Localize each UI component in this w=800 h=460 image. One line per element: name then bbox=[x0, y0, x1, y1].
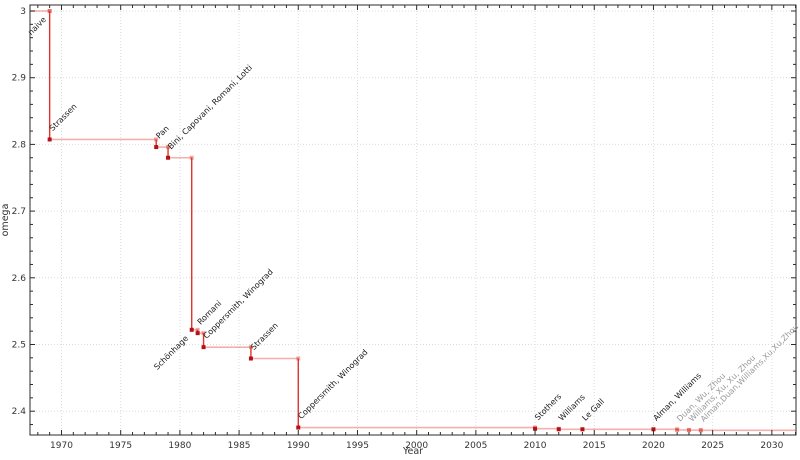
y-tick-label: 2.7 bbox=[12, 207, 26, 217]
y-tick-label: 2.4 bbox=[12, 407, 27, 417]
x-tick-label: 1995 bbox=[346, 441, 369, 451]
data-point-marker bbox=[248, 356, 253, 361]
y-tick-label: 2.8 bbox=[12, 140, 27, 150]
data-point-marker bbox=[201, 345, 206, 350]
x-tick-label: 2020 bbox=[642, 441, 665, 451]
data-point-marker bbox=[47, 137, 52, 142]
data-point-marker bbox=[675, 427, 680, 432]
plot-spines bbox=[29, 4, 797, 436]
data-point-marker bbox=[296, 425, 301, 430]
data-point-marker bbox=[533, 426, 538, 431]
x-tick-label: 1985 bbox=[228, 441, 251, 451]
data-point-marker bbox=[556, 427, 561, 432]
x-tick-label: 2000 bbox=[405, 441, 428, 451]
y-axis-title: omega bbox=[0, 204, 11, 237]
data-point-markers bbox=[47, 9, 703, 433]
data-point-marker bbox=[698, 428, 703, 433]
y-tick-label: 3 bbox=[20, 7, 26, 17]
data-point-marker bbox=[686, 428, 691, 433]
data-point-marker bbox=[154, 145, 159, 150]
x-tick-label: 2010 bbox=[524, 441, 547, 451]
x-tick-label: 1975 bbox=[109, 441, 132, 451]
data-point-marker bbox=[651, 427, 656, 432]
x-tick-label: 2025 bbox=[701, 441, 724, 451]
y-tick-label: 2.5 bbox=[12, 340, 26, 350]
tick-labels: 1970 1975 1980 1985 1990 1995 2000 2005 2010 2015… bbox=[12, 7, 784, 451]
data-point-marker bbox=[47, 9, 52, 14]
data-point-marker bbox=[166, 155, 171, 160]
x-tick-label: 1980 bbox=[168, 441, 191, 451]
axis-ticks bbox=[30, 5, 797, 435]
data-point-marker bbox=[195, 331, 200, 336]
x-axis-title: Year bbox=[402, 446, 423, 457]
x-tick-label: 2005 bbox=[464, 441, 487, 451]
x-tick-label: 2030 bbox=[760, 441, 783, 451]
y-tick-label: 2.9 bbox=[12, 74, 27, 84]
data-point-marker bbox=[189, 327, 194, 332]
y-tick-label: 2.6 bbox=[12, 274, 27, 284]
data-point-marker bbox=[580, 427, 585, 432]
x-tick-label: 2015 bbox=[583, 441, 606, 451]
x-tick-label: 1970 bbox=[50, 441, 73, 451]
x-tick-label: 1990 bbox=[287, 441, 310, 451]
